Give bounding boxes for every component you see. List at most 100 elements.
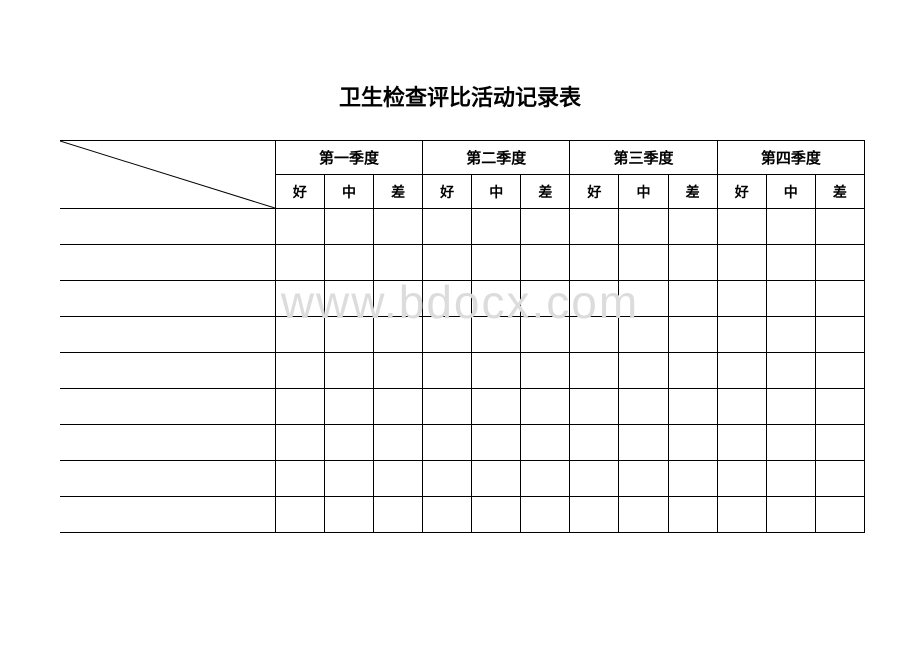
table-row: [60, 461, 865, 497]
data-cell: [668, 353, 717, 389]
data-cell: [766, 245, 815, 281]
data-cell: [324, 209, 373, 245]
data-cell: [766, 425, 815, 461]
data-cell: [815, 209, 864, 245]
table-row: [60, 497, 865, 533]
quarter-header-2: 第二季度: [423, 141, 570, 175]
data-cell: [570, 425, 619, 461]
data-cell: [324, 461, 373, 497]
data-cell: [815, 389, 864, 425]
evaluation-table: 第一季度 第二季度 第三季度 第四季度 好 中 差 好 中 差 好 中 差 好 …: [60, 140, 865, 533]
data-cell: [374, 389, 423, 425]
data-cell: [570, 497, 619, 533]
data-cell: [423, 353, 472, 389]
data-cell: [717, 281, 766, 317]
data-cell: [374, 209, 423, 245]
data-cell: [472, 461, 521, 497]
data-cell: [324, 281, 373, 317]
data-cell: [374, 245, 423, 281]
data-cell: [275, 209, 324, 245]
data-cell: [668, 389, 717, 425]
data-cell: [717, 245, 766, 281]
header-row-quarters: 第一季度 第二季度 第三季度 第四季度: [60, 141, 865, 175]
data-cell: [423, 317, 472, 353]
data-cell: [668, 209, 717, 245]
data-cell: [521, 209, 570, 245]
data-cell: [324, 497, 373, 533]
data-cell: [766, 461, 815, 497]
row-label-cell: [60, 245, 275, 281]
data-cell: [423, 281, 472, 317]
data-cell: [423, 425, 472, 461]
data-cell: [374, 461, 423, 497]
sub-header: 好: [570, 175, 619, 209]
row-label-cell: [60, 389, 275, 425]
data-cell: [815, 461, 864, 497]
data-cell: [472, 245, 521, 281]
data-cell: [766, 353, 815, 389]
data-cell: [570, 353, 619, 389]
data-cell: [521, 425, 570, 461]
data-cell: [717, 209, 766, 245]
data-cell: [668, 425, 717, 461]
quarter-header-1: 第一季度: [275, 141, 422, 175]
row-label-cell: [60, 353, 275, 389]
data-cell: [472, 497, 521, 533]
sub-header: 好: [717, 175, 766, 209]
data-cell: [717, 461, 766, 497]
data-cell: [275, 425, 324, 461]
data-cell: [423, 497, 472, 533]
data-cell: [570, 281, 619, 317]
data-cell: [717, 353, 766, 389]
data-cell: [324, 353, 373, 389]
data-cell: [521, 245, 570, 281]
data-cell: [324, 389, 373, 425]
data-cell: [815, 281, 864, 317]
data-cell: [374, 425, 423, 461]
row-label-cell: [60, 425, 275, 461]
data-cell: [374, 353, 423, 389]
table-container: 第一季度 第二季度 第三季度 第四季度 好 中 差 好 中 差 好 中 差 好 …: [60, 140, 865, 533]
sub-header: 差: [815, 175, 864, 209]
data-cell: [275, 461, 324, 497]
sub-header: 差: [668, 175, 717, 209]
table-row: [60, 425, 865, 461]
data-cell: [766, 317, 815, 353]
data-cell: [472, 317, 521, 353]
sub-header: 中: [766, 175, 815, 209]
data-cell: [766, 281, 815, 317]
data-cell: [570, 461, 619, 497]
data-cell: [570, 317, 619, 353]
data-cell: [324, 425, 373, 461]
data-cell: [324, 245, 373, 281]
data-cell: [570, 209, 619, 245]
data-cell: [619, 317, 668, 353]
data-cell: [472, 353, 521, 389]
data-cell: [275, 497, 324, 533]
data-cell: [374, 497, 423, 533]
data-cell: [570, 245, 619, 281]
data-cell: [472, 425, 521, 461]
data-cell: [766, 497, 815, 533]
data-cell: [521, 497, 570, 533]
data-cell: [668, 497, 717, 533]
data-cell: [815, 245, 864, 281]
data-cell: [717, 425, 766, 461]
table-row: [60, 281, 865, 317]
diagonal-line-icon: [60, 141, 275, 208]
data-cell: [275, 245, 324, 281]
sub-header: 差: [521, 175, 570, 209]
sub-header: 差: [374, 175, 423, 209]
row-label-cell: [60, 209, 275, 245]
data-cell: [668, 317, 717, 353]
data-cell: [766, 209, 815, 245]
data-cell: [619, 497, 668, 533]
data-cell: [766, 389, 815, 425]
data-cell: [815, 425, 864, 461]
data-cell: [521, 281, 570, 317]
data-cell: [374, 317, 423, 353]
sub-header: 好: [275, 175, 324, 209]
data-cell: [619, 209, 668, 245]
data-cell: [324, 317, 373, 353]
sub-header: 中: [472, 175, 521, 209]
